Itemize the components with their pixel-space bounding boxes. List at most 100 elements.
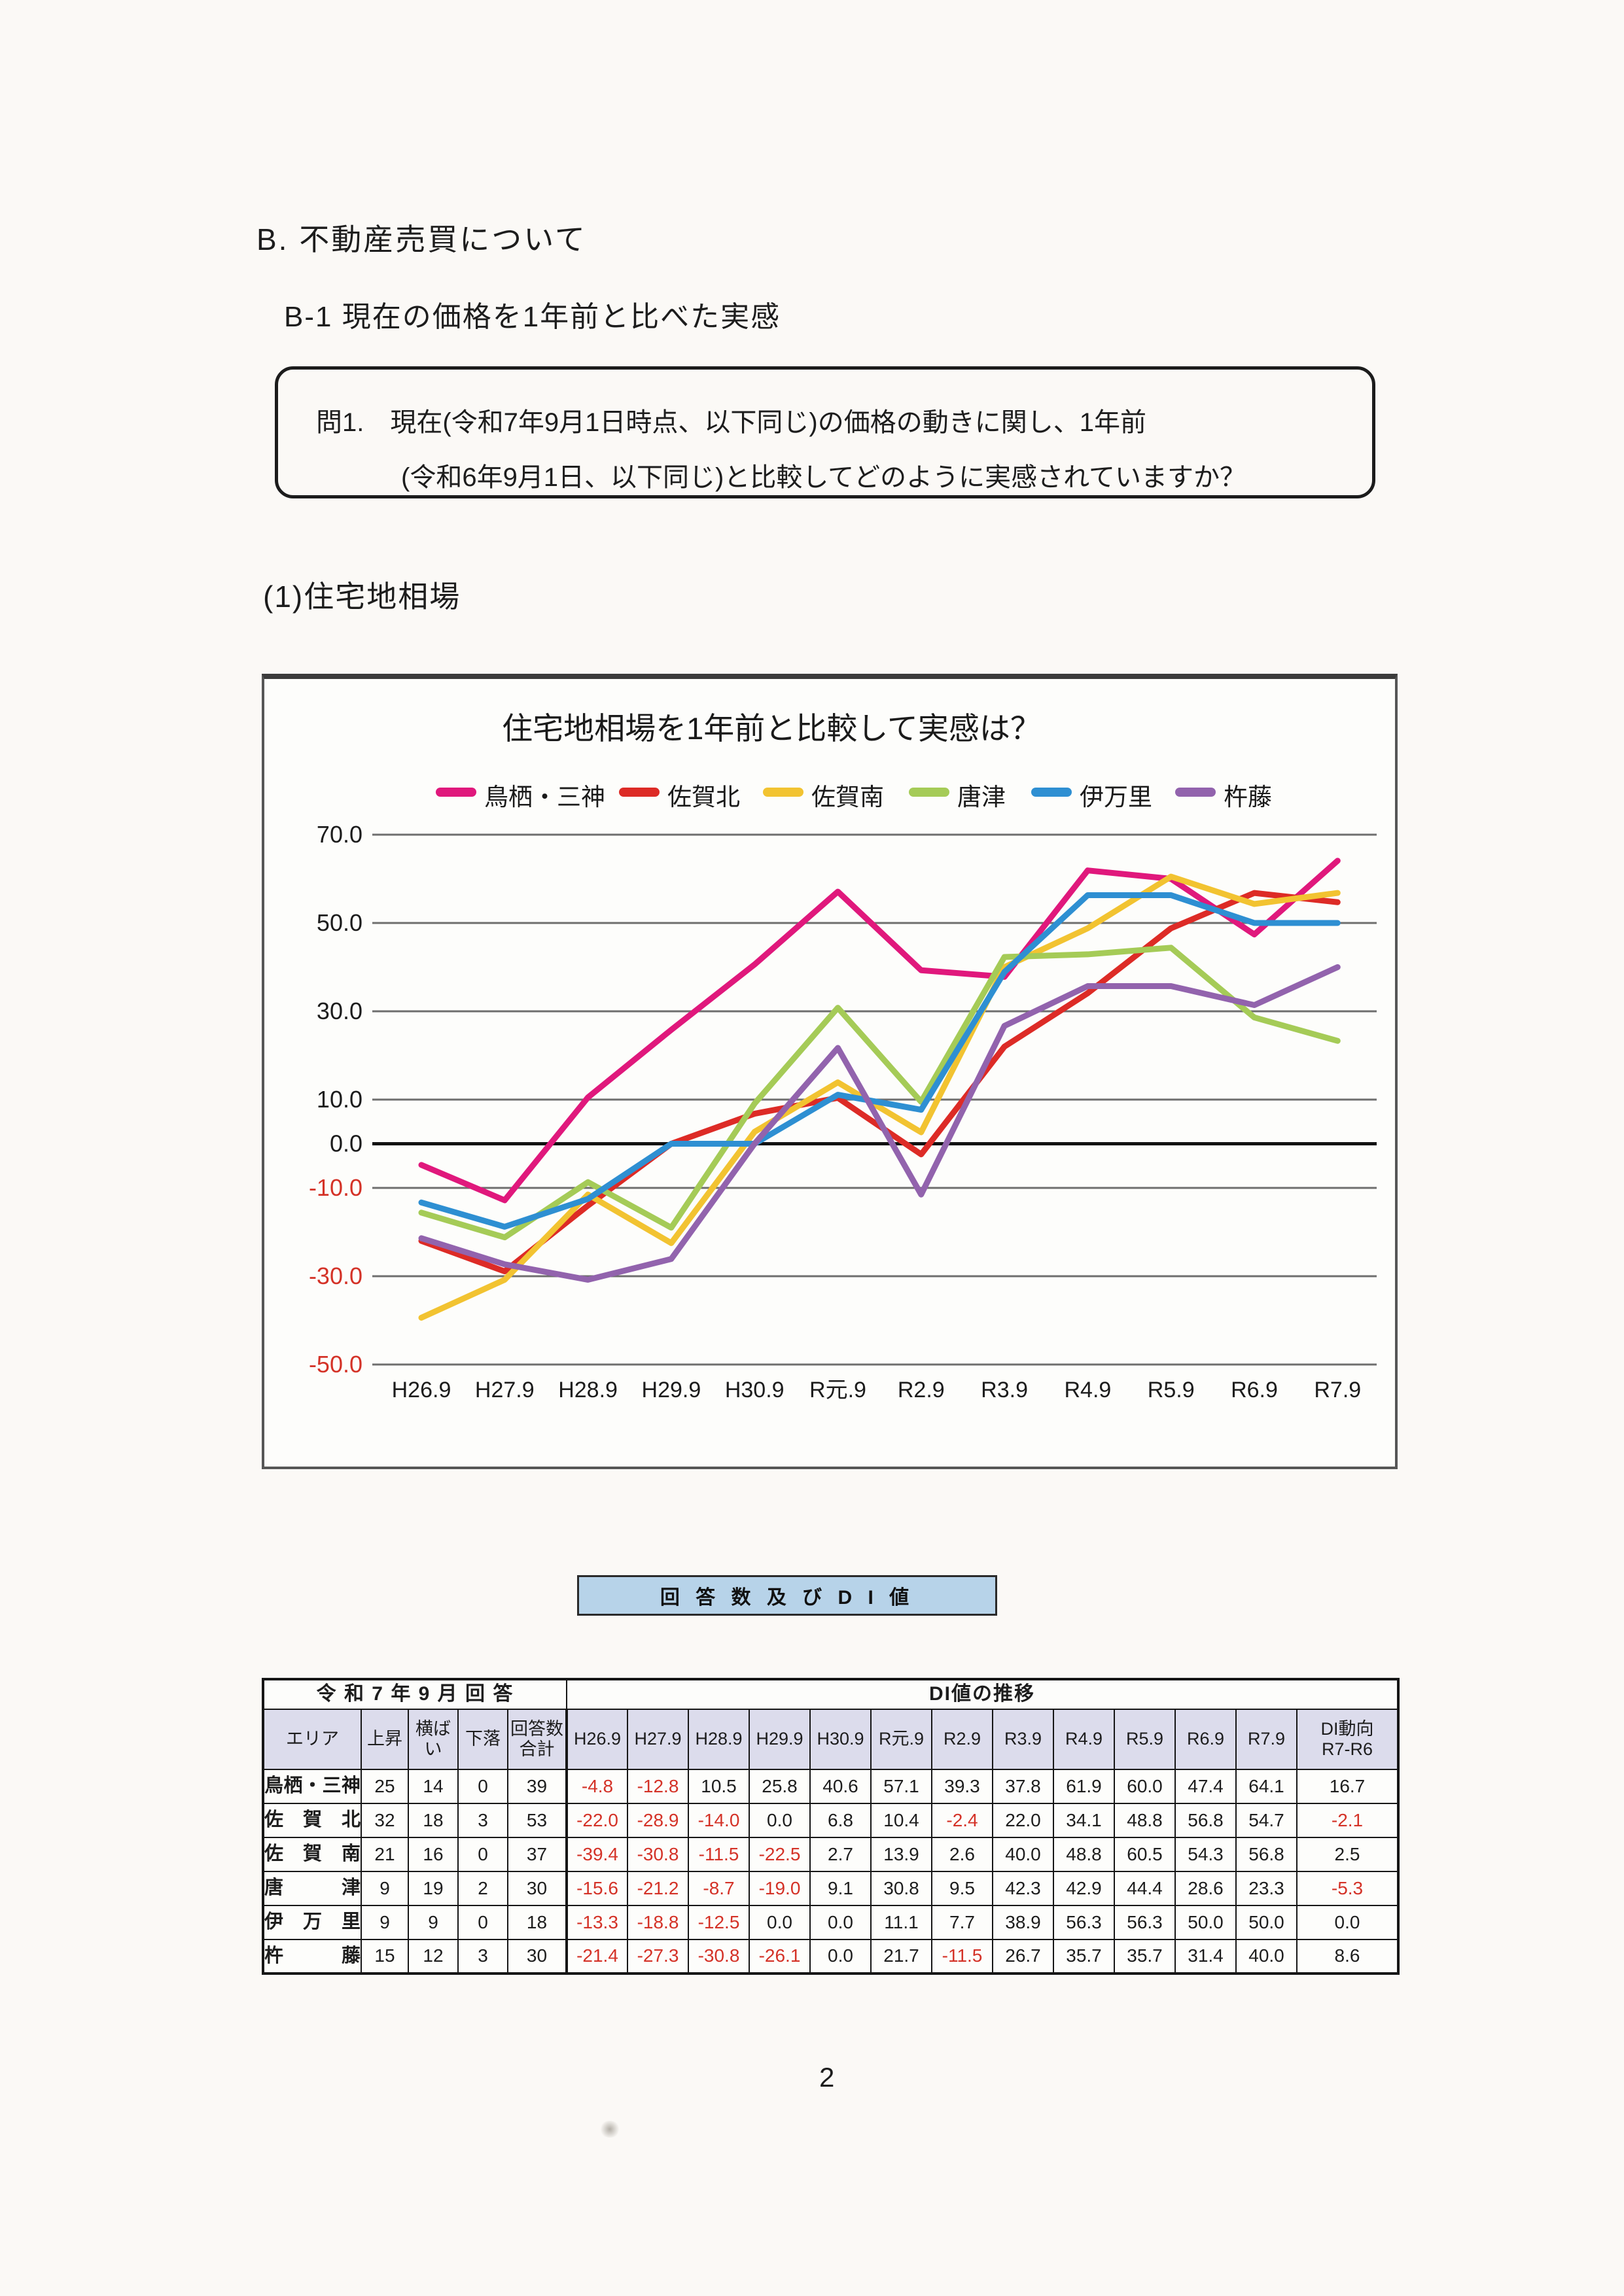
di-value-table: 令 和 7 年 9 月 回 答 DI値の推移 エリア 上昇 横ばい 下落 回答数 合計 H26… [262, 1678, 1400, 1975]
di-value-cell: 10.5 [688, 1769, 750, 1804]
table-column-header-row: エリア 上昇 横ばい 下落 回答数 合計 H26.9 H27.9 H28.9 H29.9 H30.… [262, 1709, 1399, 1770]
y-tick-label: 50.0 [317, 909, 362, 936]
di-value-cell: 38.9 [992, 1905, 1054, 1940]
count-cell: 15 [361, 1939, 409, 1974]
area-name-cell: 鳥栖・三神 [262, 1769, 362, 1804]
x-tick-label: R6.9 [1231, 1378, 1278, 1402]
di-value-cell: 44.4 [1114, 1871, 1176, 1906]
area-name-cell: 杵藤 [262, 1939, 362, 1974]
count-cell: 37 [507, 1837, 567, 1872]
document-title: B. 不動産売買について [256, 222, 587, 256]
legend-label-1: 鳥栖・三神 [484, 784, 605, 810]
legend-label-6: 杵藤 [1224, 784, 1272, 810]
di-value-cell: 60.0 [1114, 1769, 1176, 1804]
series-line-1 [418, 858, 1341, 1204]
legend-label-4: 唐津 [957, 784, 1006, 810]
x-tick-label: H30.9 [725, 1378, 785, 1402]
column-header-1: エリア [262, 1709, 362, 1770]
di-value-cell: 31.4 [1174, 1939, 1237, 1974]
di-value-cell: 7.7 [931, 1905, 993, 1940]
legend-label-5: 伊万里 [1080, 784, 1152, 810]
count-cell: 25 [361, 1769, 409, 1804]
di-trend-cell: 8.6 [1296, 1939, 1399, 1974]
di-value-cell: -18.8 [627, 1905, 689, 1940]
di-value-cell: 47.4 [1174, 1769, 1237, 1804]
count-cell: 9 [408, 1905, 459, 1940]
legend-swatch-2 [619, 788, 660, 797]
count-cell: 9 [361, 1905, 409, 1940]
di-value-cell: -26.1 [749, 1939, 811, 1974]
di-value-cell: 40.6 [809, 1769, 872, 1804]
count-cell: 21 [361, 1837, 409, 1872]
legend-label-3: 佐賀南 [811, 784, 884, 810]
page-number: 2 [819, 2062, 835, 2093]
table-row-2: 佐賀北 32 18 3 53 -22.0 -28.9 -14.0 0.0 6.8 10.4 -2.4 2… [262, 1803, 1399, 1838]
di-value-cell: 10.4 [870, 1803, 932, 1838]
di-value-cell: -28.9 [627, 1803, 689, 1838]
di-value-cell: 2.7 [809, 1837, 872, 1872]
column-header-5: 回答数 合計 [507, 1709, 567, 1770]
count-cell: 18 [507, 1905, 567, 1940]
di-value-cell: 48.8 [1114, 1803, 1176, 1838]
count-cell: 32 [361, 1803, 409, 1838]
di-trend-cell: 16.7 [1296, 1769, 1399, 1804]
group-header-survey: 令 和 7 年 9 月 回 答 [262, 1679, 567, 1710]
x-tick-label: H27.9 [475, 1378, 535, 1402]
series-line-3 [418, 873, 1341, 1321]
di-trend-cell: -5.3 [1296, 1871, 1399, 1906]
subsection-label: (1)住宅地相場 [263, 580, 461, 614]
di-value-cell: 40.0 [992, 1837, 1054, 1872]
di-trend-cell: 0.0 [1296, 1905, 1399, 1940]
count-cell: 0 [457, 1905, 508, 1940]
di-value-cell: 56.8 [1235, 1837, 1297, 1872]
di-value-cell: 6.8 [809, 1803, 872, 1838]
column-header-10: H30.9 [809, 1709, 872, 1770]
di-value-cell: 56.3 [1114, 1905, 1176, 1940]
di-value-cell: -21.2 [627, 1871, 689, 1906]
area-name-cell: 佐賀南 [262, 1837, 362, 1872]
group-header-di-trend: DI値の推移 [566, 1679, 1399, 1710]
count-cell: 9 [361, 1871, 409, 1906]
table-row-1: 鳥栖・三神 25 14 0 39 -4.8 -12.8 10.5 25.8 40.6 57.1 39.… [262, 1769, 1399, 1804]
di-value-cell: 39.3 [931, 1769, 993, 1804]
di-value-cell: 0.0 [749, 1905, 811, 1940]
x-tick-label: H29.9 [642, 1378, 701, 1402]
column-header-15: R5.9 [1114, 1709, 1176, 1770]
y-tick-label: 10.0 [317, 1086, 362, 1113]
count-cell: 39 [507, 1769, 567, 1804]
di-value-cell: 42.3 [992, 1871, 1054, 1906]
x-tick-label: R3.9 [981, 1378, 1028, 1402]
count-cell: 0 [457, 1837, 508, 1872]
count-cell: 16 [408, 1837, 459, 1872]
count-cell: 12 [408, 1939, 459, 1974]
column-header-17: R7.9 [1235, 1709, 1297, 1770]
column-header-14: R4.9 [1053, 1709, 1115, 1770]
di-value-cell: 54.7 [1235, 1803, 1297, 1838]
di-value-cell: -4.8 [565, 1769, 628, 1804]
column-header-11: R元.9 [870, 1709, 932, 1770]
di-value-cell: 60.5 [1114, 1837, 1176, 1872]
di-value-cell: 56.8 [1174, 1803, 1237, 1838]
di-value-cell: 9.1 [809, 1871, 872, 1906]
column-header-16: R6.9 [1174, 1709, 1237, 1770]
di-value-cell: -30.8 [627, 1837, 689, 1872]
di-value-cell: 11.1 [870, 1905, 932, 1940]
di-value-cell: 30.8 [870, 1871, 932, 1906]
di-value-cell: 21.7 [870, 1939, 932, 1974]
di-trend-cell: -2.1 [1296, 1803, 1399, 1838]
di-value-cell: -27.3 [627, 1939, 689, 1974]
table-group-header-row: 令 和 7 年 9 月 回 答 DI値の推移 [262, 1679, 1399, 1710]
y-tick-label: -10.0 [309, 1174, 362, 1201]
column-header-13: R3.9 [992, 1709, 1054, 1770]
di-value-cell: 64.1 [1235, 1769, 1297, 1804]
di-value-cell: -8.7 [688, 1871, 750, 1906]
table-row-5: 伊万里 9 9 0 18 -13.3 -18.8 -12.5 0.0 0.0 11.1 7.7 38.9… [262, 1905, 1399, 1940]
column-header-2: 上昇 [361, 1709, 409, 1770]
line-chart: 住宅地相場を1年前と比較して実感は？ 鳥栖・三神 佐賀北 佐賀南 唐津 伊万里 杵藤 70.0… [309, 711, 1377, 1402]
chart-title: 住宅地相場を1年前と比較して実感は？ [502, 711, 1041, 746]
table-row-3: 佐賀南 21 16 0 37 -39.4 -30.8 -11.5 -22.5 2.7 13.9 2.6… [262, 1837, 1399, 1872]
table-row-6: 杵藤 15 12 3 30 -21.4 -27.3 -30.8 -26.1 0.0 21.7 -11.… [262, 1939, 1399, 1974]
di-trend-cell: 2.5 [1296, 1837, 1399, 1872]
di-value-cell: 42.9 [1053, 1871, 1115, 1906]
